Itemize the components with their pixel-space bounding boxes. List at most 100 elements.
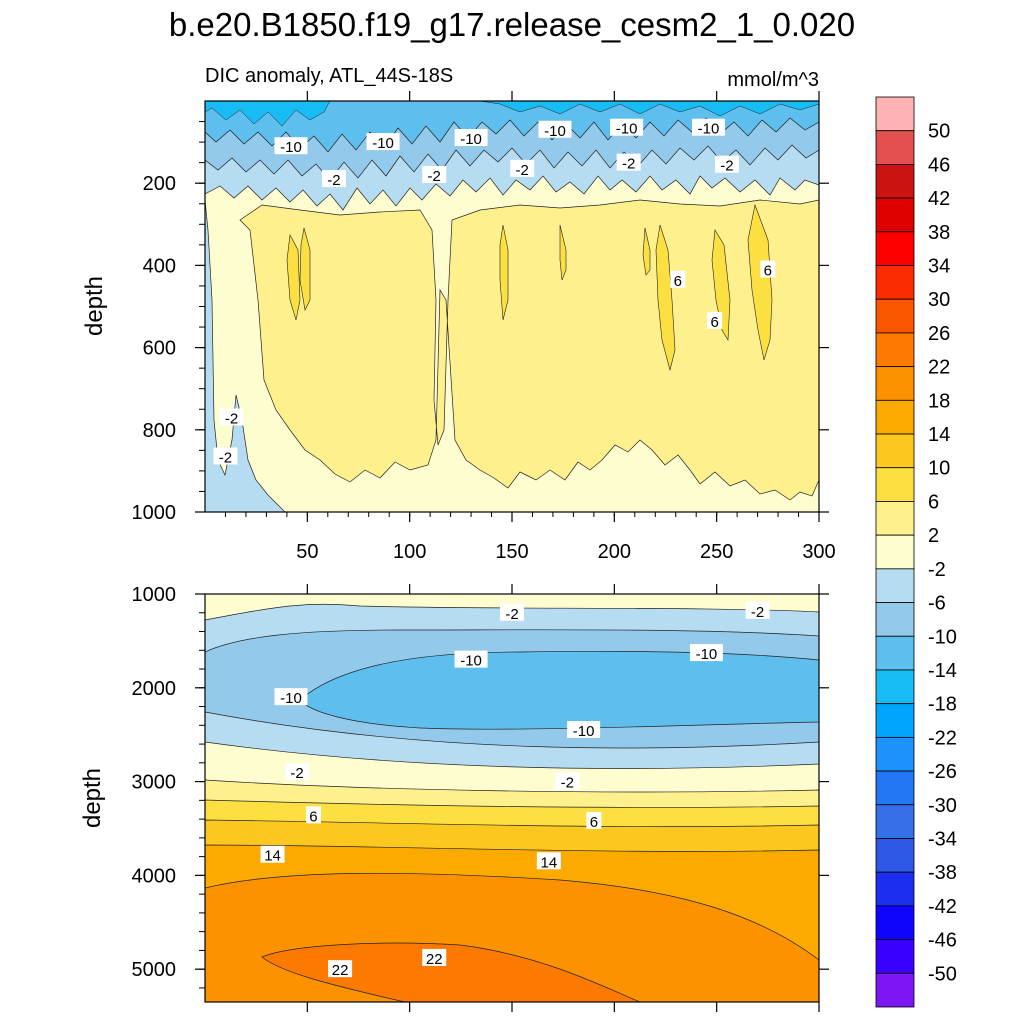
lower-contour-label-text: -10 xyxy=(460,653,482,670)
upper-contour-label-bg xyxy=(610,118,644,136)
colorbar-swatch xyxy=(875,871,915,907)
lower-contour-label-text: 14 xyxy=(540,854,557,871)
colorbar-label: -46 xyxy=(928,930,957,952)
colorbar-label: 10 xyxy=(928,458,950,480)
colorbar-label: -18 xyxy=(928,694,957,716)
colorbar-swatch xyxy=(875,568,915,603)
upper-contour-label: 6 xyxy=(707,311,723,331)
lower-contour-label-bg xyxy=(285,763,310,781)
lower-contour-label: -10 xyxy=(454,650,488,670)
upper-contour-label: -2 xyxy=(616,153,641,173)
upper-ytick-label: 200 xyxy=(143,173,176,195)
units-label: mmol/m^3 xyxy=(727,69,819,91)
colorbar-swatch xyxy=(875,534,915,570)
colorbar-label: -38 xyxy=(928,862,957,884)
lower-contour-label-text: -2 xyxy=(561,775,574,792)
lower-ytick-label: 4000 xyxy=(132,865,177,887)
colorbar-label: 30 xyxy=(928,289,950,311)
colorbar-swatch xyxy=(875,939,915,974)
colorbar-swatch xyxy=(875,804,915,839)
lower-contour-label: 6 xyxy=(305,806,321,825)
upper-contour-label-bg xyxy=(707,311,723,329)
lower-contour-label-bg xyxy=(745,601,770,619)
upper-contour-label-bg xyxy=(274,137,308,155)
lower-contour-label: 14 xyxy=(260,845,285,865)
band-plus6-h xyxy=(642,227,651,276)
upper-contour-label: -10 xyxy=(691,118,725,138)
upper-contour-label-text: 6 xyxy=(764,263,772,280)
lower-contour-label-bg xyxy=(555,772,580,790)
colorbar-label: 14 xyxy=(928,424,950,446)
colorbar-swatch xyxy=(875,366,915,401)
lower-contour-label-text: -10 xyxy=(573,723,595,740)
upper-xtick-label: 250 xyxy=(700,541,733,563)
upper-contour-label: -2 xyxy=(321,170,346,189)
upper-contour-label-text: -2 xyxy=(219,450,232,467)
upper-ytick-label: 600 xyxy=(143,338,176,360)
upper-contour-label-bg xyxy=(714,155,739,173)
colorbar-label: 42 xyxy=(928,188,950,210)
upper-contour-label-bg xyxy=(213,447,238,465)
colorbar-label: -14 xyxy=(928,660,957,682)
lower-contour-label-text: -2 xyxy=(751,604,764,621)
upper-contour-label: -2 xyxy=(714,155,739,175)
colorbar-label: 50 xyxy=(928,121,950,143)
colorbar-label: 6 xyxy=(928,491,939,513)
lower-contour-label-text: 22 xyxy=(426,951,443,968)
upper-contour-label: -10 xyxy=(366,133,400,152)
upper-contour-label-bg xyxy=(454,128,488,146)
upper-contour-label-text: -2 xyxy=(428,168,441,185)
upper-ylabel: depth xyxy=(81,276,108,336)
colorbar-label: 38 xyxy=(928,222,950,244)
lower-contour-label-bg xyxy=(567,721,601,738)
colorbar-swatch xyxy=(875,399,915,435)
lower-contour-labels: -2 -2 -10 -10 -10 -10 -2 -2 6 6 14 14 22 22 xyxy=(260,601,770,979)
lower-contour-label: -10 xyxy=(567,721,601,740)
colorbar-swatch xyxy=(875,231,915,266)
lower-ylabel: depth xyxy=(79,768,106,828)
upper-contour-label-text: -2 xyxy=(327,172,340,189)
lower-contour-label-text: 22 xyxy=(332,962,349,979)
upper-contour-label: -2 xyxy=(510,159,535,179)
upper-contour-label: -2 xyxy=(422,165,447,185)
colorbar-swatch xyxy=(875,265,915,300)
band-plus6-a xyxy=(286,234,301,321)
band-plus6-c xyxy=(499,224,509,321)
colorbar-swatch xyxy=(875,130,915,165)
colorbar-swatch xyxy=(875,838,915,873)
colorbar-label: -34 xyxy=(928,828,957,850)
band-plus6-d xyxy=(559,224,567,281)
colorbar: 50 46 42 38 34 30 26 22 18 14 10 6 2 -2 -6 -10 -14 -18 -22… xyxy=(875,96,957,1008)
upper-contour-label-bg xyxy=(538,120,572,138)
colorbar-label: -26 xyxy=(928,761,957,783)
upper-ytick-label: 400 xyxy=(143,255,176,277)
upper-contour-label-text: -2 xyxy=(516,162,529,179)
lower-contour-label: 22 xyxy=(422,948,447,968)
band-plus6-e xyxy=(655,224,676,372)
colorbar-swatch xyxy=(875,197,915,233)
colorbar-swatch xyxy=(875,972,915,1008)
lower-contour-label-text: -10 xyxy=(696,646,718,663)
upper-contour-label-text: -2 xyxy=(720,158,733,175)
lower-contour-label: -2 xyxy=(745,601,770,621)
lower-contour-label: 14 xyxy=(536,852,561,871)
colorbar-swatch xyxy=(875,635,915,671)
upper-contour-label-text: -10 xyxy=(280,139,302,156)
colorbar-swatch xyxy=(875,770,915,806)
colorbar-label: -22 xyxy=(928,727,957,749)
colorbar-swatch xyxy=(875,602,915,637)
upper-contour-label: -10 xyxy=(454,128,488,148)
band-plus6-f xyxy=(711,229,731,342)
lower-ytick-label: 3000 xyxy=(132,772,177,794)
panel-subtitle: DIC anomaly, ATL_44S-18S xyxy=(205,65,453,87)
band-plus6-g xyxy=(747,203,773,361)
lower-axis-ticks: 1000 2000 3000 4000 5000 xyxy=(132,584,829,1012)
lower-ytick-label: 5000 xyxy=(132,959,177,981)
lower-contour-label: 6 xyxy=(586,811,602,831)
upper-xtick-label: 150 xyxy=(495,541,528,563)
band-minus14 xyxy=(205,101,819,127)
lower-contour-label: -2 xyxy=(500,603,524,623)
colorbar-label: -6 xyxy=(928,593,946,615)
colorbar-swatch xyxy=(875,736,915,772)
